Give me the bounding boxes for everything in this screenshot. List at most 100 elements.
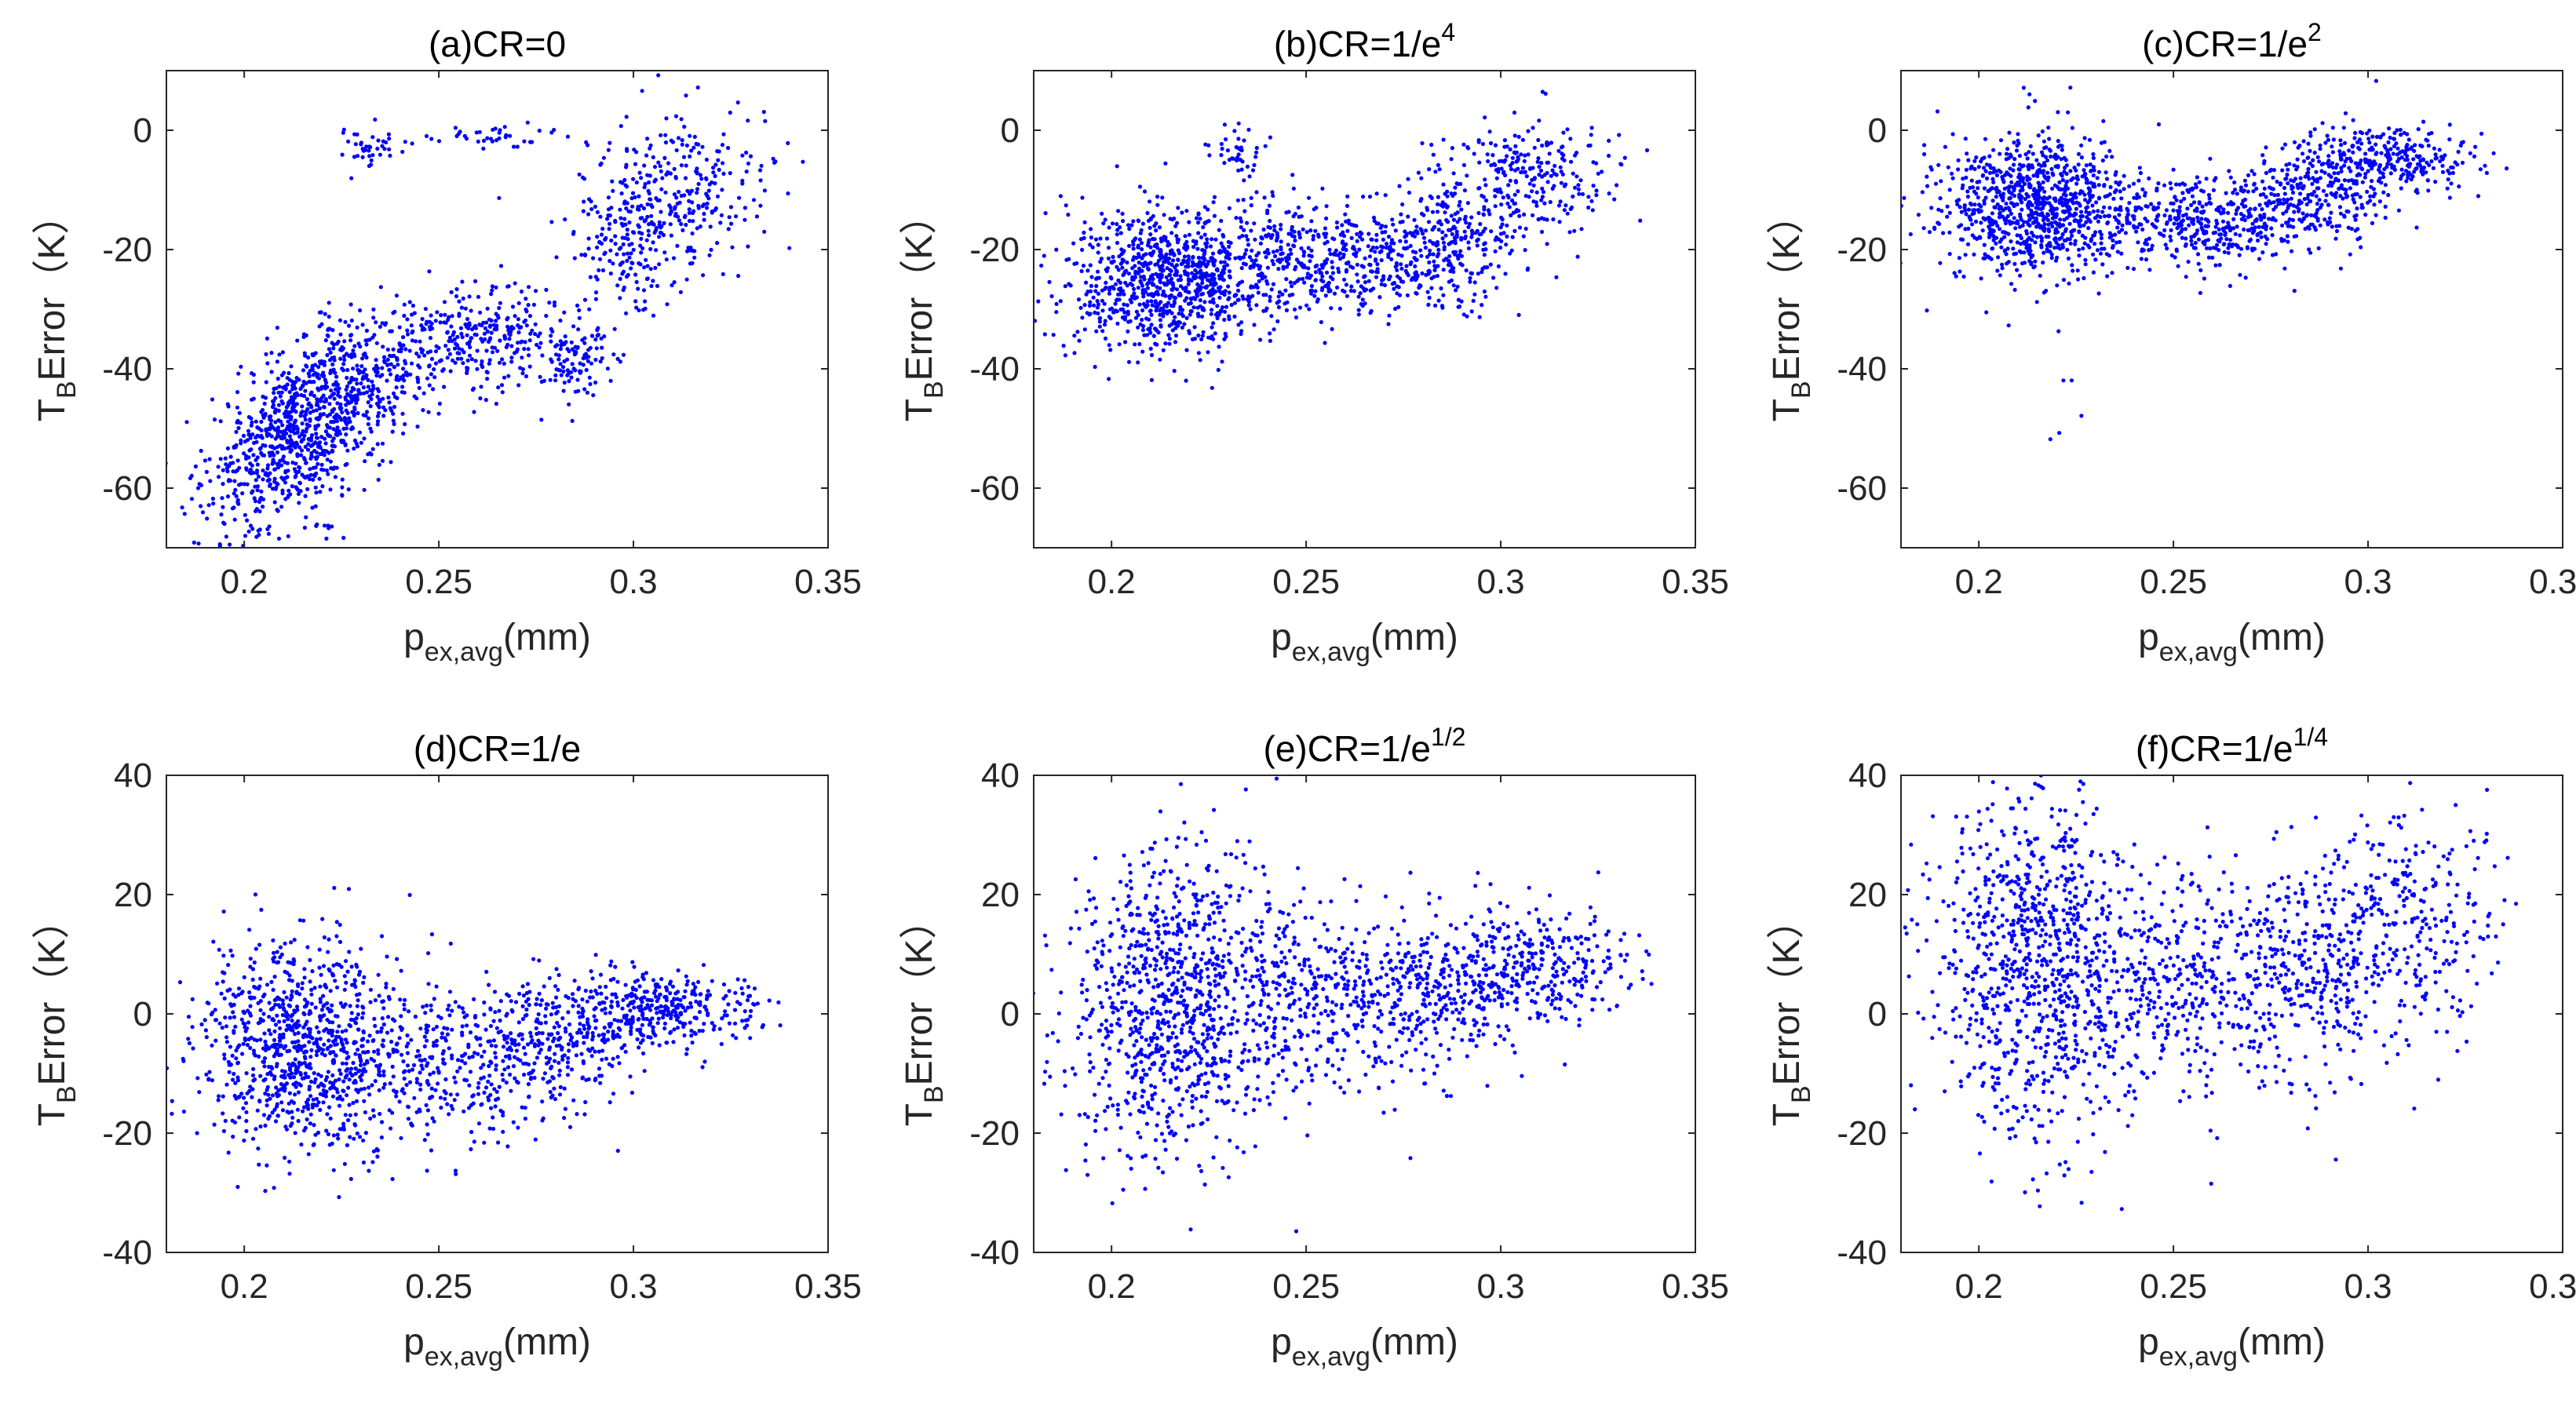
scatter-point — [1293, 315, 1299, 320]
scatter-point — [1162, 281, 1166, 286]
scatter-point — [2136, 240, 2140, 245]
scatter-point — [1268, 218, 1272, 224]
scatter-point — [1458, 261, 1463, 266]
scatter-point — [2024, 246, 2029, 250]
scatter-point — [2046, 227, 2051, 231]
scatter-point — [1990, 186, 1994, 191]
scatter-point — [1543, 91, 1548, 96]
scatter-point — [1184, 348, 1189, 352]
scatter-point — [483, 398, 488, 403]
scatter-point — [481, 138, 487, 143]
scatter-point — [1551, 217, 1556, 222]
scatter-point — [579, 253, 584, 257]
scatter-point — [1126, 272, 1131, 276]
scatter-point — [533, 332, 538, 337]
scatter-point — [306, 355, 311, 360]
scatter-point — [1386, 252, 1391, 257]
scatter-point — [1459, 237, 1464, 242]
scatter-point — [1969, 202, 1974, 207]
scatter-point — [1404, 264, 1409, 268]
scatter-point — [245, 518, 250, 523]
scatter-point — [2034, 300, 2039, 304]
scatter-point — [591, 256, 596, 261]
scatter-point — [259, 428, 264, 433]
scatter-point — [400, 149, 405, 155]
scatter-point — [2002, 235, 2007, 239]
scatter-point — [2100, 158, 2105, 163]
scatter-point — [1284, 308, 1289, 312]
scatter-point — [327, 301, 331, 305]
scatter-point — [2034, 206, 2038, 210]
scatter-point — [2009, 282, 2014, 286]
scatter-point — [2050, 171, 2055, 176]
scatter-point — [520, 371, 525, 376]
scatter-point — [751, 198, 757, 202]
scatter-point — [293, 445, 297, 450]
scatter-point — [2151, 207, 2156, 212]
scatter-point — [2055, 283, 2060, 288]
scatter-point — [1246, 242, 1251, 247]
scatter-point — [2136, 178, 2141, 183]
scatter-point — [624, 274, 629, 279]
scatter-point — [582, 297, 588, 302]
scatter-point — [1972, 252, 1976, 257]
scatter-point — [524, 297, 528, 301]
scatter-point — [2096, 195, 2102, 200]
scatter-point — [1296, 205, 1301, 210]
scatter-point — [1205, 241, 1210, 246]
scatter-point — [639, 176, 644, 180]
scatter-point — [1036, 299, 1041, 304]
scatter-point — [424, 133, 429, 138]
scatter-point — [1557, 220, 1562, 224]
scatter-point — [1118, 292, 1122, 297]
scatter-point — [1979, 221, 1983, 225]
scatter-point — [1242, 228, 1246, 232]
scatter-point — [1195, 312, 1200, 316]
scatter-point — [554, 255, 559, 260]
scatter-point — [2000, 266, 2005, 271]
scatter-point — [1311, 237, 1315, 242]
scatter-point — [2031, 233, 2036, 238]
scatter-point — [2037, 189, 2041, 194]
scatter-point — [1594, 193, 1599, 198]
scatter-point — [553, 373, 558, 377]
scatter-point — [403, 421, 407, 427]
scatter-point — [387, 137, 392, 141]
scatter-point — [998, 275, 1002, 279]
scatter-point — [1263, 144, 1268, 148]
scatter-point — [1442, 258, 1447, 263]
scatter-point — [1279, 252, 1283, 257]
scatter-point — [1134, 309, 1139, 314]
scatter-point — [1436, 195, 1440, 199]
scatter-point — [720, 188, 724, 192]
scatter-point — [1390, 282, 1395, 286]
scatter-point — [2027, 259, 2032, 264]
scatter-point — [297, 465, 302, 470]
scatter-point — [362, 487, 367, 492]
scatter-point — [561, 369, 566, 374]
scatter-point — [1961, 177, 1965, 181]
scatter-point — [254, 534, 259, 539]
scatter-point — [429, 372, 434, 377]
scatter-point — [1147, 261, 1151, 266]
scatter-point — [270, 450, 275, 455]
scatter-point — [524, 323, 529, 328]
scatter-point — [293, 386, 297, 391]
scatter-point — [1998, 193, 2003, 198]
scatter-point — [269, 370, 274, 374]
scatter-point — [1936, 207, 1941, 212]
scatter-point — [2041, 217, 2045, 223]
scatter-point — [1162, 235, 1166, 239]
scatter-point — [1559, 180, 1563, 185]
scatter-point — [334, 412, 339, 417]
scatter-point — [571, 231, 576, 236]
scatter-point — [1148, 225, 1152, 230]
scatter-point — [2069, 177, 2074, 182]
scatter-point — [402, 313, 407, 318]
scatter-point — [535, 342, 539, 347]
scatter-point — [1498, 246, 1503, 250]
scatter-point — [1395, 274, 1400, 279]
scatter-point — [1328, 275, 1333, 279]
scatter-point — [308, 392, 313, 397]
scatter-point — [1308, 228, 1313, 233]
